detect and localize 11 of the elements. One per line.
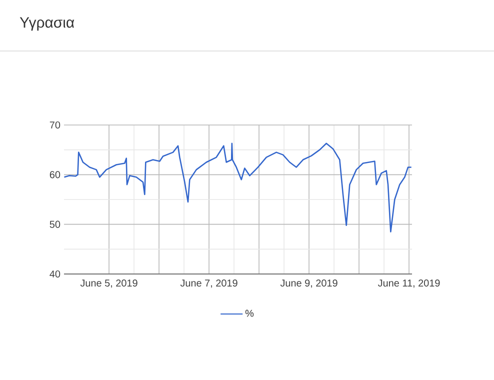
chart-title: Υγρασια: [20, 17, 74, 31]
y-tick-label: 50: [50, 220, 60, 228]
x-tick-label: June 11, 2019: [378, 280, 440, 288]
y-tick-label: 60: [50, 171, 60, 178]
x-tick-label: June 9, 2019: [280, 280, 338, 288]
x-tick-label: June 7, 2019: [180, 280, 238, 288]
legend-label: %: [245, 310, 254, 317]
line-series: [64, 142, 412, 232]
y-tick-label: 40: [50, 270, 60, 278]
x-tick-label: June 5, 2019: [80, 280, 138, 288]
y-tick-label: 70: [50, 121, 60, 129]
